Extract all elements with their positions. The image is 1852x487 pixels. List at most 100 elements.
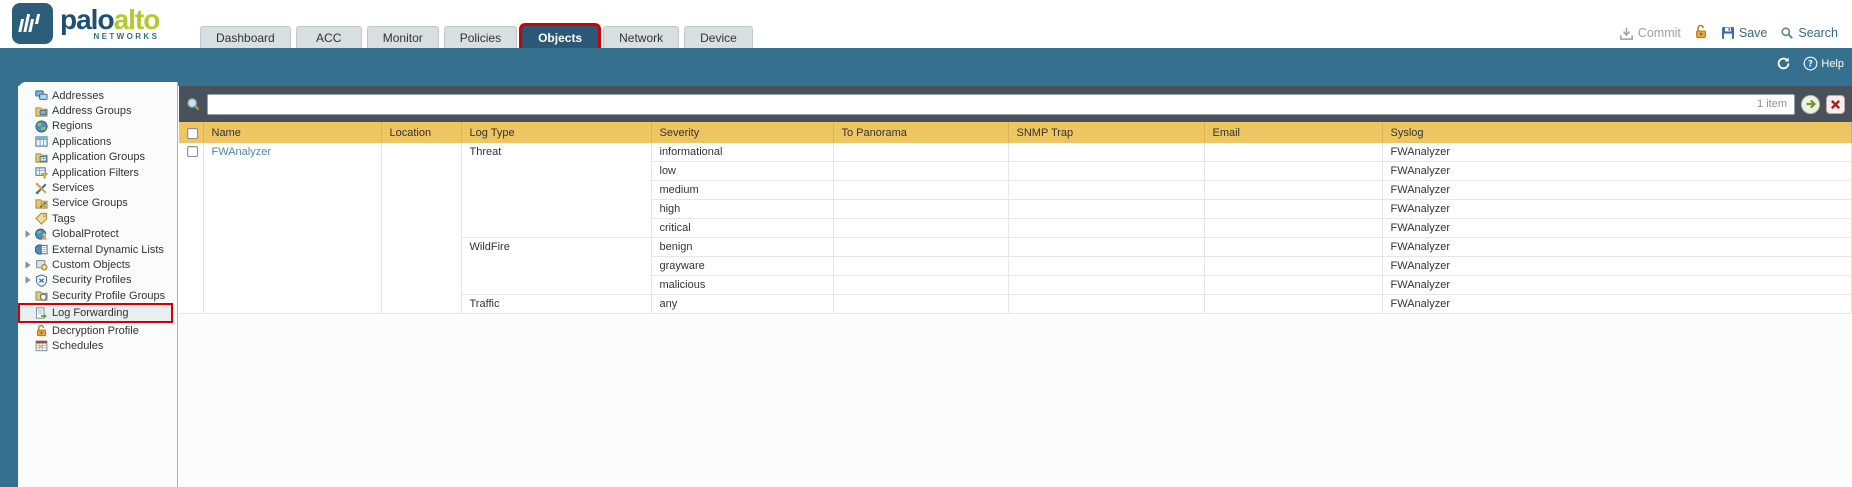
sidebar-item-addresses[interactable]: Addresses (18, 88, 177, 103)
sidebar-item-address-groups[interactable]: Address Groups (18, 103, 177, 118)
expand-arrow-icon[interactable] (23, 230, 32, 239)
severity-cell: critical (651, 218, 834, 238)
item-count-label: 1 item (1757, 98, 1787, 110)
sidebar-item-services[interactable]: Services (18, 180, 177, 195)
sidebar-item-application-groups[interactable]: Application Groups (18, 150, 177, 165)
tab-acc[interactable]: ACC (295, 26, 362, 48)
external-dynamic-lists-icon (35, 243, 49, 257)
search-label: Search (1798, 26, 1838, 40)
log-forwarding-table: Name Location Log Type Severity To Panorama S… (179, 122, 1852, 314)
sidebar-item-label: Application Filters (52, 166, 139, 179)
table-row: WildFire benign FWAnalyzer (179, 237, 1852, 295)
top-header: paloalto NETWORKS Dashboard ACC Monitor Pol… (0, 0, 1852, 48)
select-all-checkbox[interactable] (187, 128, 198, 139)
secondary-bar: ? Help (0, 48, 1852, 86)
to-panorama-cell (833, 180, 1009, 200)
email-cell (1204, 218, 1383, 238)
column-header-log-type[interactable]: Log Type (461, 122, 652, 143)
tab-objects[interactable]: Objects (522, 26, 599, 48)
tab-monitor[interactable]: Monitor (366, 26, 439, 48)
sidebar-item-label: Decryption Profile (52, 324, 139, 337)
application-groups-icon (35, 150, 49, 164)
paloalto-logo-icon (12, 3, 53, 44)
sidebar-item-list: Addresses Address Groups Regions Applicatio… (18, 82, 177, 354)
tab-network[interactable]: Network (603, 26, 680, 48)
snmp-trap-cell (1008, 294, 1205, 314)
syslog-cell: FWAnalyzer (1382, 237, 1852, 257)
sidebar-item-label: Application Groups (52, 151, 145, 164)
expand-arrow-icon[interactable] (23, 261, 32, 269)
email-cell (1204, 143, 1383, 162)
to-panorama-cell (833, 275, 1009, 295)
syslog-cell: FWAnalyzer (1382, 275, 1852, 295)
header-actions: Commit Save Search (1619, 24, 1838, 42)
clear-filter-x-icon[interactable] (1826, 94, 1845, 114)
save-button[interactable]: Save (1721, 26, 1767, 40)
commit-icon (1619, 26, 1634, 41)
search-button[interactable]: Search (1780, 26, 1838, 40)
sidebar-item-regions[interactable]: Regions (18, 119, 177, 134)
snmp-trap-cell (1008, 180, 1205, 200)
tab-device[interactable]: Device (684, 26, 753, 48)
table-row: critical FWAnalyzer (179, 218, 1852, 238)
address-groups-icon (35, 104, 49, 118)
snmp-trap-cell (1008, 199, 1205, 219)
main-nav-tabs: Dashboard ACC Monitor Policies Objects Networ… (200, 26, 753, 48)
select-all-header-cell (179, 122, 204, 143)
sidebar-item-label: Address Groups (52, 105, 132, 118)
severity-cell: any (651, 294, 834, 314)
syslog-cell: FWAnalyzer (1382, 256, 1852, 276)
sidebar-item-applications[interactable]: Applications (18, 134, 177, 149)
column-header-name[interactable]: Name (203, 122, 382, 143)
sidebar-item-decryption-profile[interactable]: Decryption Profile (18, 323, 177, 338)
apply-filter-arrow-icon[interactable] (1801, 94, 1820, 114)
column-header-severity[interactable]: Severity (651, 122, 834, 143)
sidebar-item-label: Services (52, 182, 95, 195)
tab-dashboard[interactable]: Dashboard (200, 26, 291, 48)
syslog-cell: FWAnalyzer (1382, 218, 1852, 238)
to-panorama-cell (833, 218, 1009, 238)
sidebar-item-label: Regions (52, 120, 93, 133)
sidebar-item-security-profiles[interactable]: Security Profiles (18, 273, 177, 288)
application-filters-icon (35, 166, 49, 180)
column-header-location[interactable]: Location (381, 122, 462, 143)
refresh-icon[interactable] (1776, 56, 1791, 71)
column-header-email[interactable]: Email (1204, 122, 1383, 143)
expand-arrow-icon[interactable] (23, 276, 32, 285)
sidebar-item-tags[interactable]: Tags (18, 211, 177, 226)
sidebar-item-label: Security Profile Groups (52, 289, 166, 302)
table-row: grayware FWAnalyzer (179, 256, 1852, 276)
row-select-cell (179, 143, 204, 314)
column-header-syslog[interactable]: Syslog (1382, 122, 1852, 143)
row-checkbox[interactable] (187, 146, 198, 157)
sidebar-item-external-dynamic-lists[interactable]: External Dynamic Lists (18, 242, 177, 257)
sidebar-item-schedules[interactable]: Schedules (18, 338, 177, 353)
sidebar-item-service-groups[interactable]: Service Groups (18, 196, 177, 211)
lock-icon[interactable] (1694, 24, 1708, 42)
column-header-snmp-trap[interactable]: SNMP Trap (1008, 122, 1205, 143)
brand-networks-label: NETWORKS (93, 32, 160, 41)
tab-policies[interactable]: Policies (443, 26, 518, 48)
column-header-to-panorama[interactable]: To Panorama (833, 122, 1009, 143)
severity-cell: medium (651, 180, 834, 200)
table-row: high FWAnalyzer (179, 199, 1852, 219)
services-icon (35, 181, 49, 195)
sidebar-item-log-forwarding[interactable]: Log Forwarding (20, 305, 171, 321)
sidebar-item-globalprotect[interactable]: GlobalProtect (18, 227, 177, 242)
to-panorama-cell (833, 199, 1009, 219)
sidebar-item-label: Security Profiles (52, 274, 132, 287)
severity-cell: high (651, 199, 834, 219)
profile-name-link[interactable]: FWAnalyzer (211, 146, 272, 158)
filter-search-input[interactable] (215, 98, 1758, 110)
sidebar-item-security-profile-groups[interactable]: Security Profile Groups (18, 288, 177, 303)
snmp-trap-cell (1008, 143, 1205, 162)
to-panorama-cell (833, 161, 1009, 181)
help-button[interactable]: ? Help (1803, 56, 1844, 71)
commit-button[interactable]: Commit (1619, 26, 1681, 41)
sidebar-item-application-filters[interactable]: Application Filters (18, 165, 177, 180)
sidebar-item-label: Schedules (52, 339, 104, 352)
log-forwarding-icon (35, 306, 49, 320)
sidebar-item-custom-objects[interactable]: Custom Objects (18, 257, 177, 272)
security-profiles-icon (35, 273, 49, 287)
